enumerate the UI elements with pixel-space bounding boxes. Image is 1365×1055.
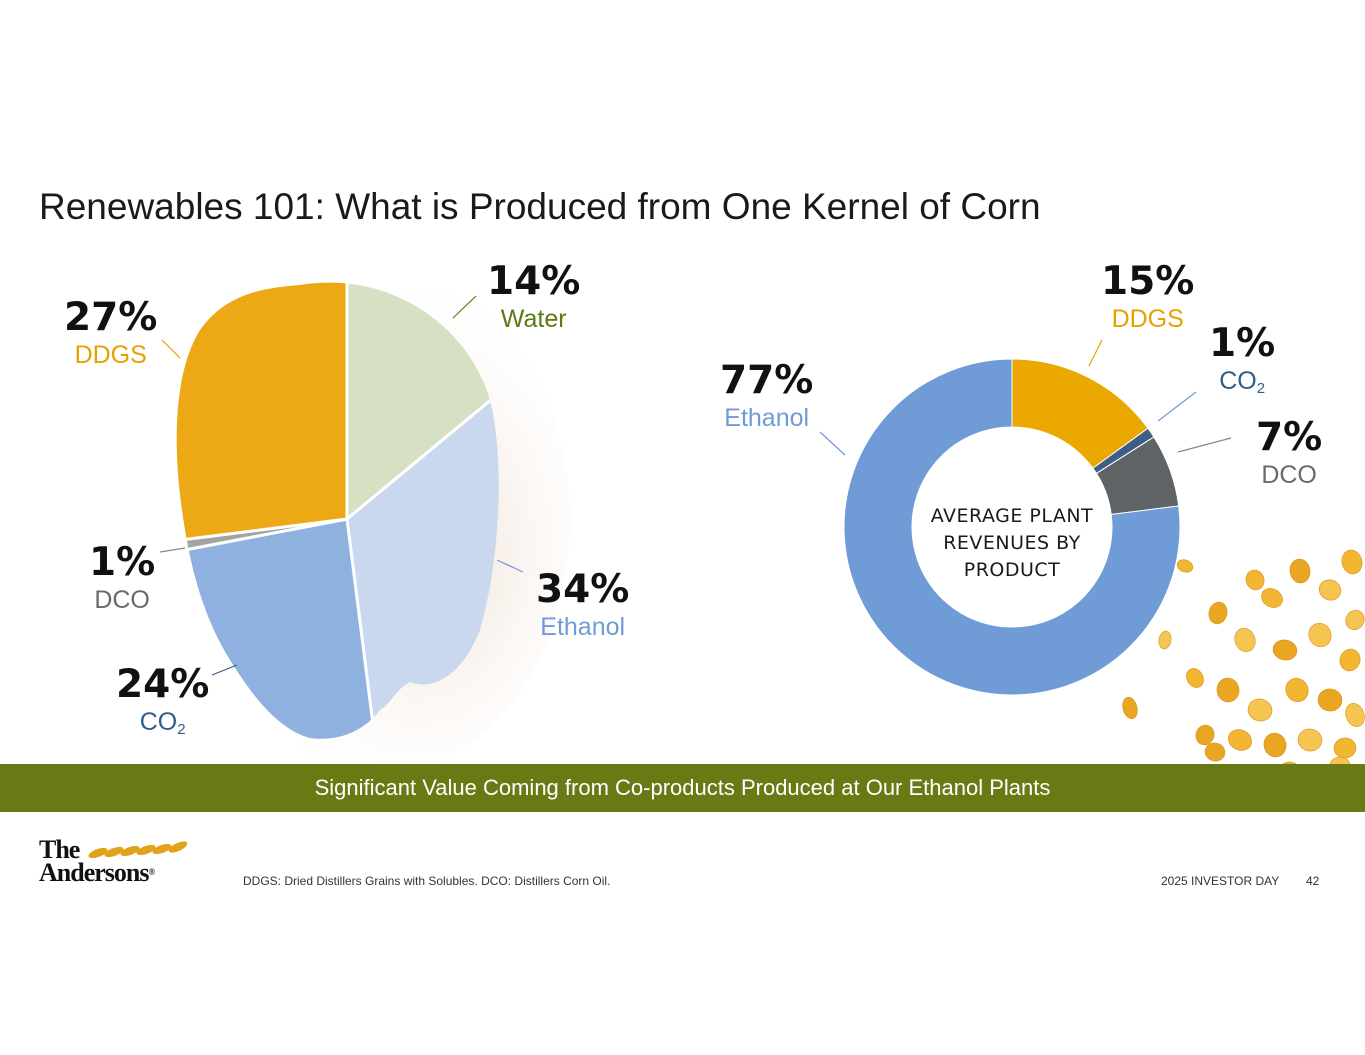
company-logo: The Andersons® bbox=[39, 835, 155, 887]
corn-kernel-icon bbox=[1195, 724, 1215, 746]
pct-ethanol-kernel: 34% bbox=[536, 567, 630, 612]
donut-slice-ethanol bbox=[843, 358, 1181, 696]
kernel-slice-dco bbox=[176, 517, 348, 600]
wheat-logo-icon bbox=[88, 841, 188, 859]
corn-kernel-icon bbox=[1176, 559, 1194, 573]
corn-kernel-icon bbox=[1228, 729, 1252, 751]
name-co2-kernel: CO2 bbox=[139, 708, 186, 738]
corn-kernels-decoration bbox=[1122, 549, 1365, 779]
corn-kernel-icon bbox=[1318, 579, 1342, 601]
corn-kernel-icon bbox=[1289, 558, 1311, 584]
kernel-slice-co2 bbox=[176, 517, 402, 739]
donut-center-line-2: REVENUES BY bbox=[943, 532, 1081, 554]
revenue-donut bbox=[843, 358, 1181, 696]
donut-center-text: AVERAGE PLANT REVENUES BY PRODUCT bbox=[912, 503, 1112, 584]
label-co2-donut: 1% CO2 bbox=[1209, 324, 1275, 396]
corn-kernel-icon bbox=[1234, 627, 1256, 653]
donut-center-line-3: PRODUCT bbox=[963, 559, 1061, 581]
footnote: DDGS: Dried Distillers Grains with Solub… bbox=[243, 874, 611, 888]
page-number: 42 bbox=[1306, 874, 1320, 888]
pct-dco-donut: 7% bbox=[1256, 415, 1323, 460]
name-ddgs-kernel: DDGS bbox=[74, 341, 147, 369]
kernel-pie bbox=[176, 282, 499, 739]
corn-kernel-icon bbox=[1272, 639, 1298, 661]
corn-kernel-icon bbox=[1261, 588, 1283, 608]
corn-kernel-icon bbox=[1333, 737, 1357, 759]
corn-kernel-icon bbox=[1122, 696, 1138, 720]
name-dco-donut: DCO bbox=[1261, 461, 1317, 489]
label-ethanol-kernel: 34% Ethanol bbox=[536, 570, 629, 640]
name-dco-kernel: DCO bbox=[94, 586, 150, 614]
donut-leader-lines bbox=[819, 339, 1232, 456]
banner-text: Significant Value Coming from Co-product… bbox=[314, 775, 1051, 800]
name-co2-donut: CO2 bbox=[1219, 367, 1266, 397]
label-co2-kernel: 24% CO2 bbox=[116, 665, 209, 737]
leader-line-kernel-ethanol bbox=[496, 559, 524, 573]
corn-kernel-icon bbox=[1339, 648, 1361, 672]
label-ethanol-donut: 77% Ethanol bbox=[720, 361, 813, 431]
pct-dco-kernel: 1% bbox=[89, 540, 156, 585]
label-dco-kernel: 1% DCO bbox=[89, 543, 155, 613]
logo-line-1: The bbox=[39, 835, 80, 864]
leader-line-kernel-co2 bbox=[211, 664, 238, 676]
corn-kernel-icon bbox=[1308, 622, 1332, 648]
name-water-kernel: Water bbox=[500, 305, 567, 333]
corn-kernel-icon bbox=[1263, 732, 1287, 758]
donut-center-line-1: AVERAGE PLANT bbox=[930, 505, 1094, 527]
pct-co2-kernel: 24% bbox=[116, 662, 210, 707]
corn-kernel-icon bbox=[1285, 677, 1309, 703]
leader-line-donut-dco bbox=[1177, 437, 1232, 453]
slide-title: Renewables 101: What is Produced from On… bbox=[39, 186, 1041, 227]
corn-kernel-icon bbox=[1158, 630, 1172, 650]
name-ethanol-donut: Ethanol bbox=[724, 404, 810, 432]
banner: Significant Value Coming from Co-product… bbox=[0, 764, 1365, 812]
corn-kernel-icon bbox=[1297, 728, 1323, 752]
corn-kernel-icon bbox=[1345, 703, 1365, 727]
corn-kernel-icon bbox=[1204, 742, 1226, 762]
corn-kernel-icon bbox=[1245, 569, 1265, 591]
leader-line-donut-ddgs bbox=[1088, 339, 1103, 367]
pct-co2-donut: 1% bbox=[1209, 321, 1276, 366]
label-dco-donut: 7% DCO bbox=[1256, 418, 1322, 488]
corn-kernel-icon bbox=[1216, 677, 1240, 703]
name-ddgs-donut: DDGS bbox=[1111, 305, 1184, 333]
leader-line-donut-co2 bbox=[1157, 391, 1197, 422]
leader-line-kernel-water bbox=[452, 295, 477, 319]
leader-line-kernel-dco bbox=[159, 547, 186, 553]
pct-water-kernel: 14% bbox=[487, 259, 581, 304]
kernel-leader-lines bbox=[159, 295, 524, 676]
logo-line-2: Andersons bbox=[39, 858, 149, 887]
corn-kernel-icon bbox=[1345, 609, 1365, 631]
corn-kernel-icon bbox=[1208, 601, 1228, 625]
pct-ddgs-donut: 15% bbox=[1101, 259, 1195, 304]
kernel-slice-water bbox=[345, 282, 499, 523]
corn-kernel-icon bbox=[1341, 549, 1363, 575]
corn-kernel-icon bbox=[1186, 668, 1204, 688]
footer-event: 2025 INVESTOR DAY bbox=[1161, 874, 1280, 888]
name-ethanol-kernel: Ethanol bbox=[540, 613, 626, 641]
leader-line-donut-ethanol bbox=[819, 431, 846, 456]
corn-kernel-icon bbox=[1317, 688, 1343, 712]
pct-ddgs-kernel: 27% bbox=[64, 295, 158, 340]
corn-kernel-icon bbox=[1247, 698, 1273, 722]
leader-line-kernel-ddgs bbox=[161, 339, 181, 359]
label-water-kernel: 14% Water bbox=[487, 262, 580, 332]
label-ddgs-donut: 15% DDGS bbox=[1101, 262, 1194, 332]
pct-ethanol-donut: 77% bbox=[720, 358, 814, 403]
kernel-slice-ddgs bbox=[176, 282, 349, 574]
label-ddgs-kernel: 27% DDGS bbox=[64, 298, 157, 368]
